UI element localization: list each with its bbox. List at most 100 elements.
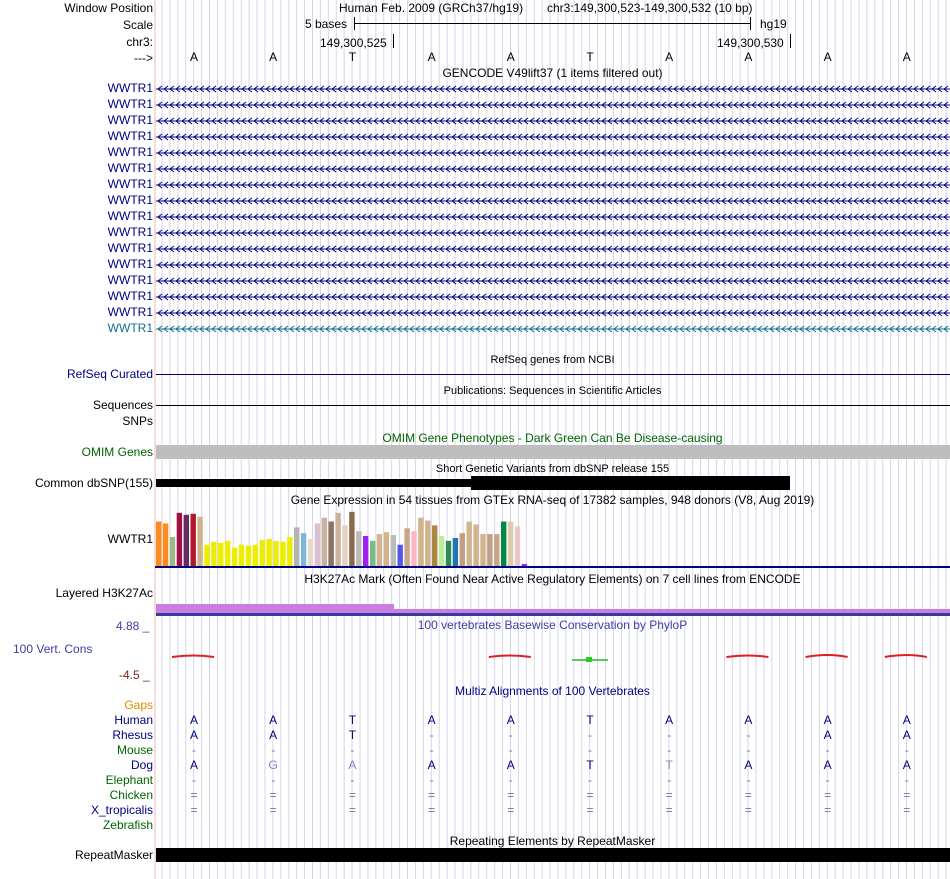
multiz-species-label[interactable]: Mouse <box>116 743 153 757</box>
multiz-species-label[interactable]: Rhesus <box>112 728 153 742</box>
gtex-tissue-bar <box>473 524 479 566</box>
gtex-tissue-bar <box>418 517 424 566</box>
ruler-base: T <box>348 50 357 64</box>
phylop-track-label[interactable]: 100 Vert. Cons <box>13 642 93 656</box>
gencode-transcript-feature <box>156 325 950 333</box>
pubs-track-title[interactable]: Publications: Sequences in Scientific Ar… <box>443 385 662 397</box>
multiz-aligned-base: = <box>428 803 436 817</box>
gtex-tissue-bar <box>162 523 169 566</box>
ruler-base: A <box>744 50 753 64</box>
pubs-sequences-label[interactable]: Sequences <box>92 398 153 412</box>
gencode-transcript-label[interactable]: WWTR1 <box>107 177 153 191</box>
gtex-tissue-bar <box>314 523 321 566</box>
phylop-track-title[interactable]: 100 vertebrates Basewise Conservation by… <box>417 618 688 632</box>
gencode-transcript-feature <box>156 101 950 109</box>
dbsnp-variant-bar[interactable] <box>156 479 471 487</box>
gtex-tissue-bar <box>397 544 403 566</box>
dbsnp-track-title[interactable]: Short Genetic Variants from dbSNP releas… <box>435 463 670 475</box>
ruler-base: A <box>427 50 436 64</box>
dbsnp-track-label[interactable]: Common dbSNP(155) <box>34 476 153 490</box>
refseq-line[interactable] <box>156 374 950 375</box>
gtex-tissue-bar <box>245 545 252 566</box>
h3k27ac-signal[interactable] <box>156 609 950 613</box>
chr-label: chr3: <box>126 35 153 49</box>
multiz-aligned-base: A <box>348 758 357 772</box>
gtex-tissue-bar <box>176 512 183 566</box>
gencode-transcript-feature <box>156 277 950 285</box>
multiz-aligned-base: - <box>350 743 355 757</box>
multiz-aligned-base: - <box>192 773 196 787</box>
refseq-track-label[interactable]: RefSeq Curated <box>66 367 153 381</box>
pubs-line[interactable] <box>156 405 950 406</box>
gtex-tissue-bar <box>321 517 327 566</box>
multiz-track-title[interactable]: Multiz Alignments of 100 Vertebrates <box>455 684 650 698</box>
multiz-aligned-base: G <box>268 758 278 772</box>
h3k27ac-track-title[interactable]: H3K27Ac Mark (Often Found Near Active Re… <box>304 572 801 586</box>
gtex-tissue-bar <box>459 533 465 566</box>
gencode-transcript-feature <box>156 181 950 189</box>
phylop-graph[interactable] <box>155 632 950 682</box>
multiz-aligned-base: A <box>189 758 198 772</box>
gencode-transcript-label[interactable]: WWTR1 <box>107 113 153 127</box>
repeatmasker-track-title[interactable]: Repeating Elements by RepeatMasker <box>449 834 656 848</box>
multiz-species-label[interactable]: Elephant <box>105 773 153 787</box>
phylop-score-mark <box>726 654 769 658</box>
gencode-transcript-label[interactable]: WWTR1 <box>107 97 153 111</box>
window-position-label: Window Position <box>64 1 153 15</box>
scale-label: Scale <box>122 18 153 32</box>
gencode-transcript-label[interactable]: WWTR1 <box>107 145 153 159</box>
h3k27ac-signal-high[interactable] <box>156 604 394 610</box>
gencode-transcript-label[interactable]: WWTR1 <box>107 289 153 303</box>
gencode-transcript-label[interactable]: WWTR1 <box>107 225 153 239</box>
h3k27ac-track-label[interactable]: Layered H3K27Ac <box>55 586 153 600</box>
repeatmasker-track-label[interactable]: RepeatMasker <box>74 848 153 862</box>
multiz-aligned-base: A <box>427 713 436 727</box>
multiz-aligned-base: A <box>427 758 436 772</box>
multiz-aligned-base: - <box>667 743 672 757</box>
multiz-aligned-base: = <box>586 803 594 817</box>
gtex-track-title[interactable]: Gene Expression in 54 tissues from GTEx … <box>290 493 815 507</box>
multiz-species-label[interactable]: Zebrafish <box>102 818 153 832</box>
omim-gene-bar[interactable] <box>156 445 950 459</box>
gencode-transcript-label[interactable]: WWTR1 <box>107 209 153 223</box>
gencode-transcript-label[interactable]: WWTR1 <box>107 257 153 271</box>
repeatmasker-bar[interactable] <box>156 848 950 862</box>
gtex-tissue-bar <box>369 540 376 566</box>
gtex-track-label[interactable]: WWTR1 <box>107 532 153 546</box>
multiz-aligned-base: T <box>348 713 357 727</box>
ruler-base: A <box>269 50 278 64</box>
multiz-species-label[interactable]: Dog <box>130 758 153 772</box>
gtex-bar-chart[interactable] <box>155 507 950 569</box>
gencode-transcript-label[interactable]: WWTR1 <box>107 273 153 287</box>
multiz-species-label[interactable]: Human <box>114 713 153 727</box>
gencode-transcript-label[interactable]: WWTR1 <box>107 241 153 255</box>
gencode-track-title[interactable]: GENCODE V49lift37 (1 items filtered out) <box>442 66 663 80</box>
multiz-aligned-base: A <box>823 728 832 742</box>
multiz-species-label[interactable]: X_tropicalis <box>90 803 153 817</box>
phylop-score-peak <box>586 657 592 662</box>
gencode-transcript-feature <box>156 85 950 93</box>
gtex-tissue-bar <box>356 531 362 566</box>
gencode-transcript-label[interactable]: WWTR1 <box>107 129 153 143</box>
multiz-aligned-base: - <box>746 743 751 757</box>
pubs-snps-label[interactable]: SNPs <box>122 414 153 428</box>
gencode-transcript-label[interactable]: WWTR1 <box>107 321 153 335</box>
multiz-gaps-label[interactable]: Gaps <box>124 698 153 712</box>
gencode-transcript-label[interactable]: WWTR1 <box>107 305 153 319</box>
gencode-transcript-label[interactable]: WWTR1 <box>107 193 153 207</box>
gencode-features[interactable] <box>155 80 950 350</box>
gtex-tissue-bar <box>280 541 286 566</box>
omim-track-title[interactable]: OMIM Gene Phenotypes - Dark Green Can Be… <box>382 431 723 445</box>
gencode-transcript-feature <box>156 165 950 173</box>
gencode-transcript-label[interactable]: WWTR1 <box>107 161 153 175</box>
multiz-species-label[interactable]: Chicken <box>109 788 153 802</box>
omim-track-label[interactable]: OMIM Genes <box>81 445 153 459</box>
dbsnp-variant-bar-wide[interactable] <box>471 476 790 490</box>
multiz-aligned-base: A <box>665 713 674 727</box>
phylop-score-mark <box>488 654 531 658</box>
gtex-tissue-bar <box>218 542 224 566</box>
refseq-track-title[interactable]: RefSeq genes from NCBI <box>490 354 615 366</box>
h3k27ac-baseline[interactable] <box>156 613 950 616</box>
scale-bases-text: 5 bases <box>305 17 348 31</box>
gencode-transcript-label[interactable]: WWTR1 <box>107 81 153 95</box>
